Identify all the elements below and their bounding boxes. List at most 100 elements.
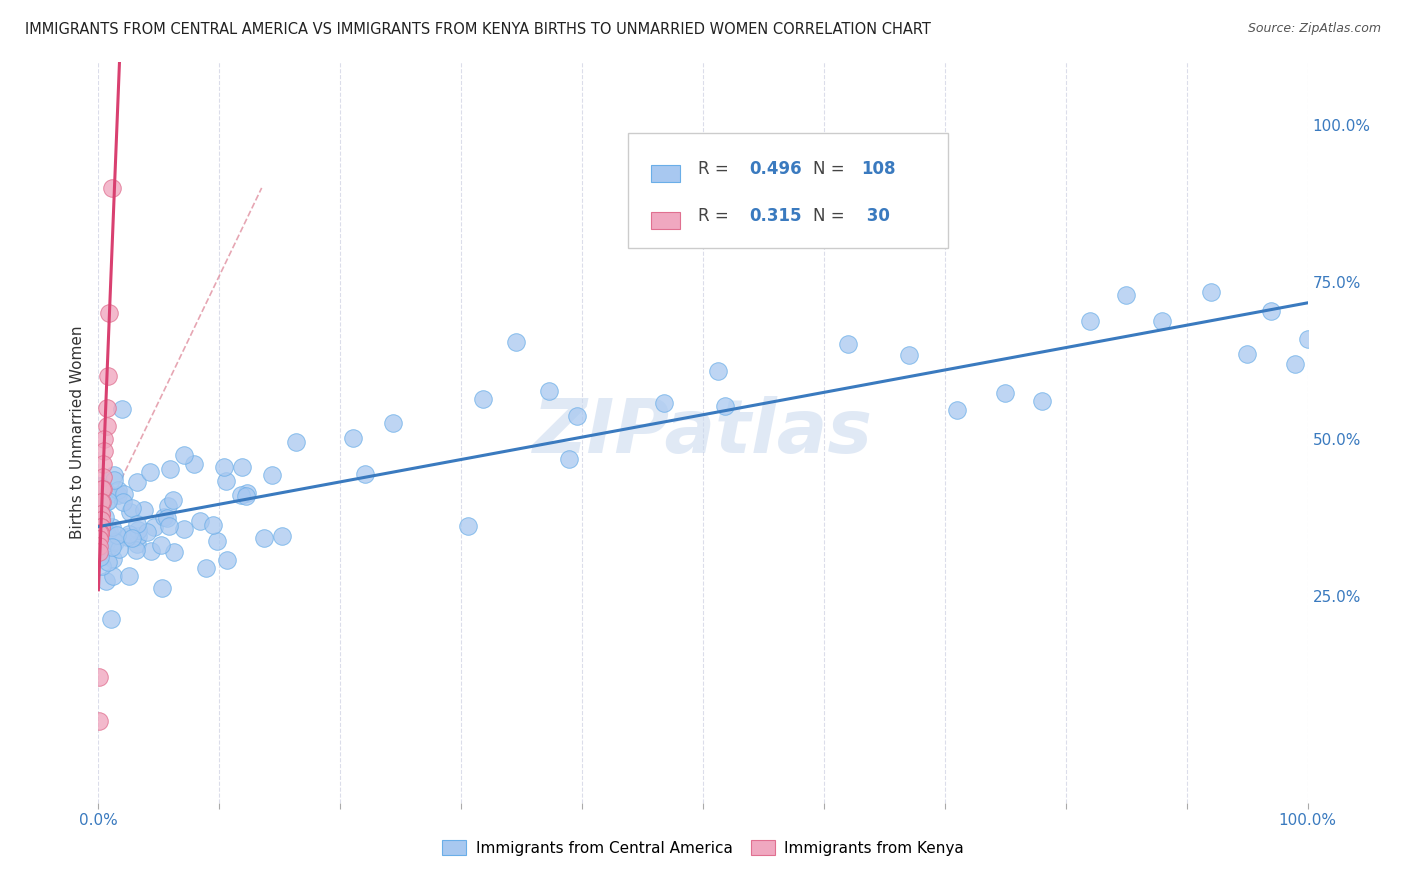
Point (93, 444, 115, 458)
Point (90, 513, 112, 527)
Point (90, 505, 112, 519)
Text: ZIPatlas: ZIPatlas (533, 396, 873, 469)
Point (112, 487, 135, 501)
Point (100, 612, 122, 626)
Point (235, 489, 257, 503)
Point (156, 510, 179, 524)
Point (97, 556, 120, 570)
Point (157, 500, 180, 514)
Point (90, 494, 112, 508)
Point (127, 529, 149, 543)
Point (90, 513, 112, 527)
Point (1031, 394, 1053, 409)
Text: IMMIGRANTS FROM CENTRAL AMERICA VS IMMIGRANTS FROM KENYA BIRTHS TO UNMARRIED WOM: IMMIGRANTS FROM CENTRAL AMERICA VS IMMIG… (25, 22, 931, 37)
Point (108, 541, 131, 556)
Point (89, 526, 111, 541)
Point (652, 396, 675, 410)
Point (101, 520, 124, 534)
Point (94, 483, 117, 498)
Point (101, 569, 124, 583)
Point (354, 467, 377, 481)
Y-axis label: Births to Unmarried Women: Births to Unmarried Women (69, 326, 84, 540)
Point (565, 409, 588, 423)
Point (90, 528, 112, 542)
Point (90, 520, 112, 534)
Point (150, 538, 173, 552)
Text: 30: 30 (862, 207, 890, 225)
Point (90, 494, 112, 508)
Point (89, 550, 111, 565)
Point (897, 348, 920, 362)
Point (381, 416, 404, 430)
Point (188, 515, 211, 529)
Point (97, 369, 120, 384)
Point (87, 714, 110, 729)
Point (96, 527, 118, 541)
Point (101, 552, 124, 566)
Point (505, 335, 527, 350)
Point (96, 401, 118, 415)
Point (537, 384, 560, 398)
Point (118, 527, 141, 541)
Point (231, 459, 253, 474)
Point (125, 537, 148, 551)
Point (94, 510, 117, 524)
Point (994, 386, 1017, 401)
Point (91, 516, 114, 530)
Point (103, 468, 125, 483)
Point (127, 523, 149, 537)
Point (136, 524, 159, 539)
Point (162, 492, 184, 507)
Point (163, 545, 186, 559)
Point (107, 488, 129, 502)
Point (1260, 304, 1282, 318)
Point (93, 432, 115, 446)
Point (714, 399, 737, 413)
Point (97, 494, 120, 508)
Point (235, 485, 257, 500)
Point (89, 533, 111, 547)
Point (1236, 347, 1258, 361)
FancyBboxPatch shape (651, 165, 681, 182)
Point (125, 516, 148, 531)
Point (253, 531, 276, 545)
Point (118, 569, 141, 583)
Point (90, 520, 112, 534)
Point (173, 522, 195, 536)
Point (90, 496, 112, 510)
Point (93, 457, 115, 471)
Point (121, 532, 143, 546)
Point (104, 534, 127, 549)
Point (150, 581, 173, 595)
Point (1296, 332, 1319, 346)
Point (143, 520, 166, 534)
Point (103, 473, 125, 487)
Point (152, 510, 174, 524)
Point (87, 533, 110, 547)
FancyBboxPatch shape (651, 211, 681, 229)
Point (1078, 314, 1101, 328)
Point (91, 482, 114, 496)
Point (98, 306, 121, 320)
Point (205, 533, 228, 548)
Point (121, 501, 143, 516)
Point (125, 543, 148, 558)
Point (229, 488, 252, 502)
Text: Source: ZipAtlas.com: Source: ZipAtlas.com (1247, 22, 1381, 36)
Text: 0.496: 0.496 (749, 161, 801, 178)
Point (127, 475, 149, 489)
Point (87, 670, 110, 684)
Point (91, 469, 114, 483)
Point (90, 507, 112, 521)
Point (97, 540, 120, 554)
Point (93, 531, 115, 545)
Text: 108: 108 (862, 161, 896, 178)
Text: N =: N = (813, 161, 849, 178)
Point (270, 529, 292, 543)
Point (217, 553, 239, 567)
Point (117, 530, 139, 544)
Text: 0.315: 0.315 (749, 207, 801, 225)
Point (173, 448, 195, 462)
Point (89, 493, 111, 508)
Point (139, 465, 162, 479)
